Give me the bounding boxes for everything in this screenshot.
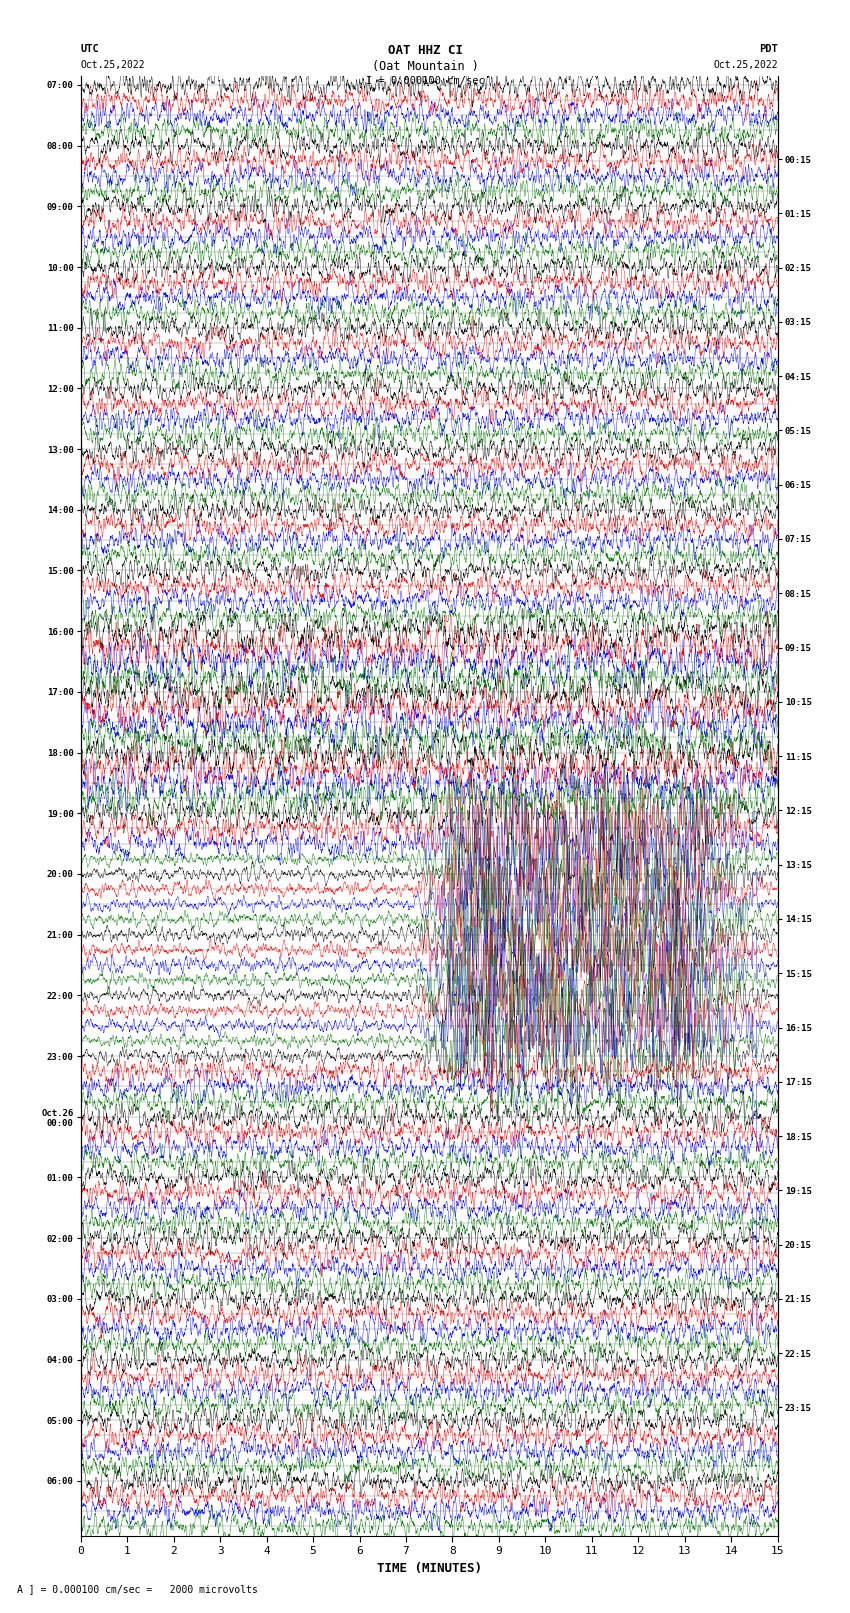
Text: OAT HHZ CI: OAT HHZ CI — [388, 44, 462, 56]
Text: I = 0.000100 cm/sec: I = 0.000100 cm/sec — [366, 76, 484, 85]
X-axis label: TIME (MINUTES): TIME (MINUTES) — [377, 1561, 482, 1574]
Text: (Oat Mountain ): (Oat Mountain ) — [371, 60, 479, 73]
Text: A ] = 0.000100 cm/sec =   2000 microvolts: A ] = 0.000100 cm/sec = 2000 microvolts — [17, 1584, 258, 1594]
Text: Oct.25,2022: Oct.25,2022 — [81, 60, 145, 69]
Text: UTC: UTC — [81, 44, 99, 53]
Text: Oct.25,2022: Oct.25,2022 — [713, 60, 778, 69]
Text: PDT: PDT — [759, 44, 778, 53]
